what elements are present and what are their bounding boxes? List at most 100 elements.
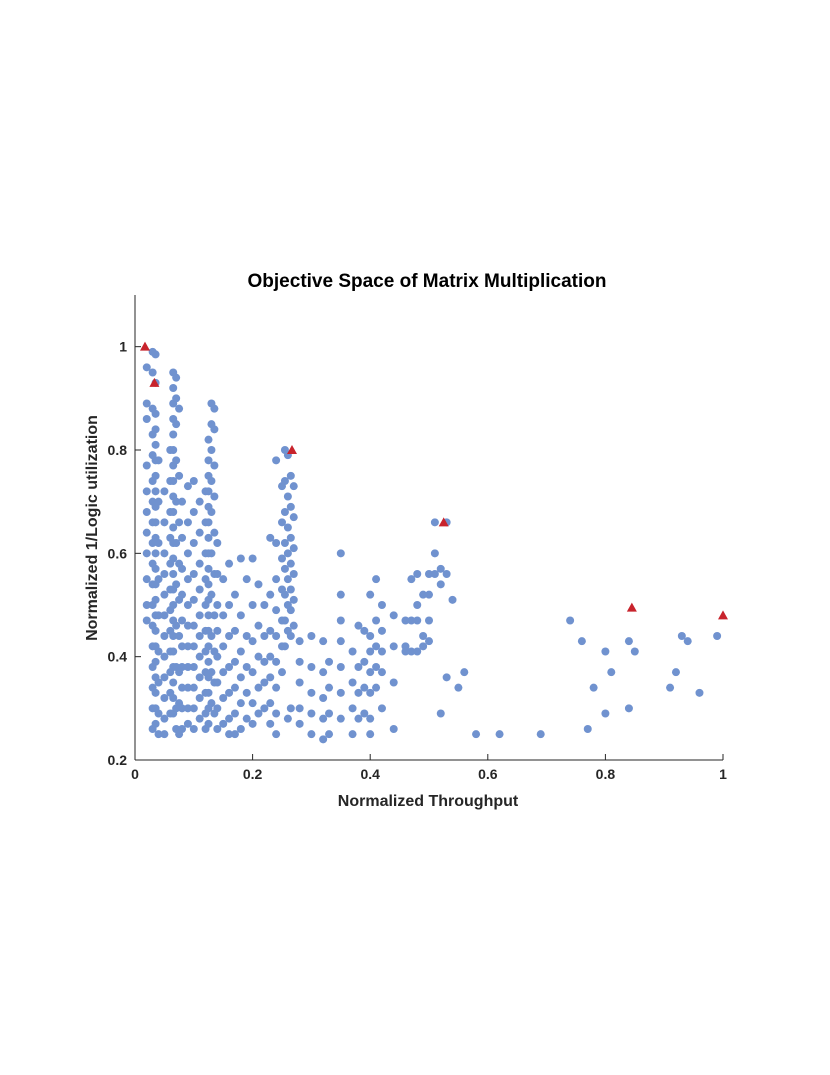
data-point [372, 575, 381, 584]
data-point [154, 730, 163, 739]
data-point [160, 673, 169, 682]
data-point [207, 699, 216, 708]
data-point [236, 647, 245, 656]
data-point [436, 564, 445, 573]
data-point [178, 533, 187, 542]
data-point [325, 709, 334, 718]
data-point [169, 477, 178, 485]
data-point [377, 601, 386, 609]
data-point [336, 590, 345, 599]
data-point [419, 632, 428, 640]
data-point [142, 601, 151, 609]
data-point [178, 683, 187, 692]
data-point [307, 730, 316, 739]
data-point [213, 704, 222, 713]
data-point [266, 533, 275, 542]
data-point [169, 632, 178, 640]
data-point [583, 725, 592, 733]
data-point [260, 601, 269, 609]
data-point [278, 554, 286, 563]
data-point [225, 632, 234, 640]
data-point [189, 570, 198, 578]
data-point [430, 518, 439, 527]
data-point [148, 368, 157, 377]
data-point [336, 549, 345, 558]
data-point [178, 497, 187, 506]
data-point [254, 652, 263, 661]
data-point [154, 647, 163, 656]
data-point [407, 575, 416, 584]
data-point [219, 642, 228, 651]
data-point [630, 647, 639, 656]
data-point [160, 518, 169, 527]
data-point [154, 575, 163, 584]
data-point [319, 735, 328, 744]
data-point [213, 626, 222, 635]
data-point [242, 575, 251, 584]
data-point [336, 616, 345, 625]
data-point [210, 611, 219, 620]
data-point [160, 694, 169, 702]
data-point [495, 730, 504, 739]
data-point [242, 632, 251, 640]
data-point [325, 657, 334, 666]
data-point [195, 611, 204, 620]
data-point [289, 621, 298, 630]
data-point [260, 678, 269, 687]
data-point [289, 570, 298, 578]
data-point [286, 704, 295, 713]
data-point [266, 719, 275, 728]
data-point [436, 709, 445, 718]
x-axis-label: Normalized Throughput [338, 793, 519, 810]
data-point [601, 709, 610, 718]
data-point [283, 714, 292, 723]
data-point [419, 590, 428, 599]
data-point [419, 642, 428, 651]
data-point [172, 373, 181, 382]
data-point [283, 523, 292, 532]
data-point [236, 673, 245, 682]
data-point [169, 694, 178, 702]
data-point [213, 570, 222, 578]
data-point [401, 616, 410, 625]
data-point [207, 632, 216, 640]
data-point [207, 446, 216, 454]
data-point [283, 575, 292, 584]
data-point [280, 477, 289, 485]
data-point [360, 709, 369, 718]
x-tick-label: 0 [131, 766, 139, 782]
data-point [210, 528, 219, 537]
data-point [213, 725, 222, 733]
data-point [142, 616, 151, 625]
data-point [413, 647, 422, 656]
pareto-point [438, 517, 449, 527]
data-point [377, 668, 386, 677]
data-point [266, 652, 275, 661]
data-point [472, 730, 481, 739]
data-point [160, 632, 169, 640]
data-point [189, 621, 198, 630]
data-point [295, 637, 304, 646]
data-point [377, 704, 386, 713]
data-point [289, 513, 298, 522]
data-point [183, 663, 192, 671]
data-point [280, 616, 289, 625]
data-point [236, 554, 245, 563]
data-point [230, 709, 239, 718]
pareto-point [139, 341, 150, 351]
data-point [169, 647, 178, 656]
data-point [295, 704, 304, 713]
data-point [225, 601, 234, 609]
data-point [272, 657, 281, 666]
data-point [319, 637, 328, 646]
data-point [160, 714, 169, 723]
pareto-point [718, 610, 728, 620]
data-point [151, 409, 160, 418]
data-point [248, 554, 257, 563]
data-point [360, 626, 369, 635]
data-point [189, 642, 198, 651]
data-points [139, 341, 728, 744]
data-point [286, 471, 295, 480]
data-point [204, 611, 213, 620]
data-point [204, 719, 213, 728]
